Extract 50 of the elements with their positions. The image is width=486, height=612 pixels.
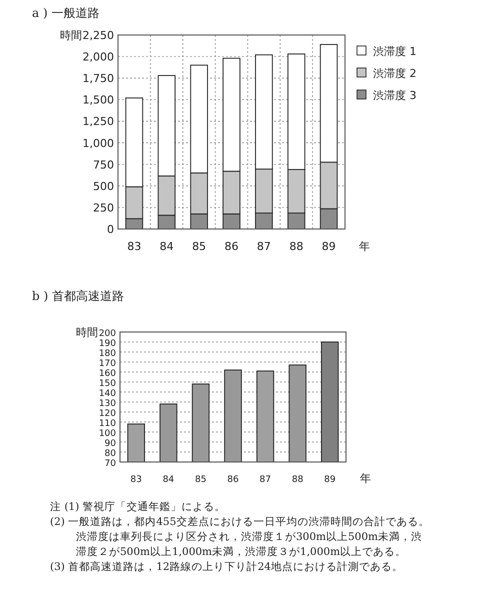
y-tick-label: 140 — [98, 389, 116, 399]
y-tick-label: 120 — [98, 409, 116, 419]
y-tick-label: 1,750 — [82, 72, 114, 86]
y-tick-label: 130 — [98, 399, 116, 409]
y-tick-label: 180 — [98, 349, 116, 359]
y-axis-title: 時間 — [60, 29, 82, 42]
y-tick-label: 1,500 — [82, 94, 114, 107]
x-tick-label: 87 — [256, 240, 271, 253]
y-tick-label: 80 — [104, 449, 116, 459]
y-tick-label: 1,250 — [82, 115, 114, 128]
y-tick-label: 2,000 — [82, 50, 114, 64]
chart-title: a ) 一般道路 — [32, 6, 100, 20]
x-tick-label: 87 — [260, 475, 272, 485]
y-tick-label: 200 — [98, 329, 116, 339]
y-tick-label: 90 — [104, 439, 116, 449]
legend-label: 渋滞度 2 — [373, 67, 416, 80]
x-tick-label: 85 — [194, 475, 206, 485]
text: (3) 首都高速道路は，12路線の上り下り計24地点における計測である。 — [50, 560, 404, 575]
y-tick-label: 750 — [93, 158, 114, 172]
y-tick-label: 150 — [98, 379, 116, 389]
y-tick-label: 2,250 — [82, 29, 114, 42]
x-tick-label: 85 — [192, 240, 206, 253]
y-tick-label: 0 — [107, 223, 114, 236]
y-tick-label: 500 — [93, 180, 114, 193]
x-tick-label: 88 — [292, 475, 304, 485]
text: 注 (1) 警視庁「交通年鑑」による。 — [50, 500, 227, 515]
x-tick-label: 89 — [322, 240, 336, 253]
text: (2) 一般道路は，都内455交差点における一日平均の渋滞時間の合計である。渋滞度は車列長により区分され，渋滞度１が300m以上500m未満，渋滞度２が500m以上1,000m未満，渋滞度３が1,000m以上である。 — [50, 515, 430, 560]
y-axis-title: 時間 — [76, 326, 98, 339]
x-tick-label: 84 — [160, 240, 174, 253]
x-axis-title: 年 — [359, 240, 370, 253]
x-tick-label: 86 — [224, 240, 238, 253]
y-tick-label: 70 — [104, 459, 116, 469]
y-tick-label: 160 — [98, 369, 116, 379]
y-tick-label: 110 — [98, 419, 116, 429]
x-tick-label: 88 — [289, 240, 304, 253]
y-tick-label: 100 — [98, 429, 116, 439]
x-tick-label: 89 — [324, 475, 336, 485]
y-tick-label: 1,000 — [82, 136, 114, 150]
x-axis-title: 年 — [360, 472, 371, 485]
y-tick-label: 250 — [93, 201, 114, 214]
y-tick-label: 170 — [98, 359, 116, 369]
y-tick-label: 190 — [98, 339, 116, 349]
x-tick-label: 83 — [130, 475, 142, 485]
x-tick-label: 86 — [227, 475, 239, 485]
legend-label: 渋滞度 3 — [373, 89, 416, 102]
legend-label: 渋滞度 1 — [373, 45, 416, 58]
chart-title: b ) 首都高速道路 — [32, 289, 124, 303]
x-tick-label: 84 — [162, 475, 174, 485]
x-tick-label: 83 — [127, 240, 142, 253]
